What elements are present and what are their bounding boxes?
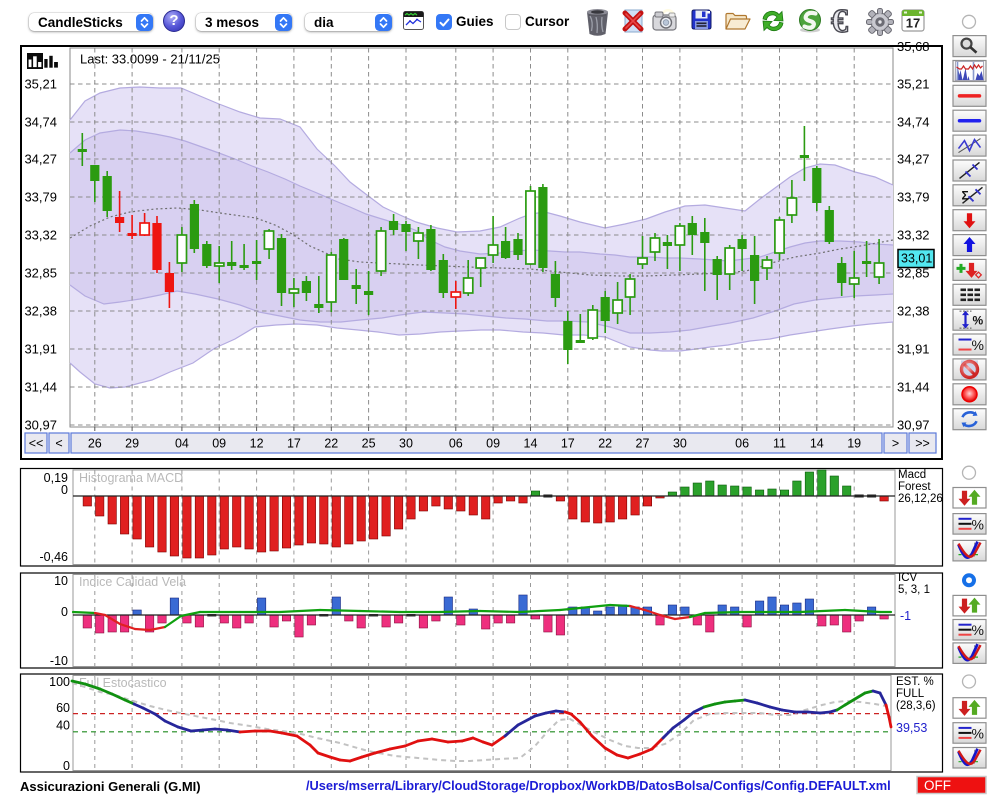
- svg-text:17: 17: [287, 437, 301, 451]
- svg-text:26,12,26: 26,12,26: [898, 493, 943, 505]
- svg-text:Histograma MACD: Histograma MACD: [79, 471, 183, 485]
- svg-text:31,91: 31,91: [897, 342, 930, 357]
- svg-text:31,44: 31,44: [897, 380, 930, 395]
- svg-text:0: 0: [61, 483, 68, 497]
- svg-text:31,44: 31,44: [24, 380, 57, 395]
- svg-text:0: 0: [63, 759, 70, 773]
- svg-text:Last: 33.0099 - 21/11/25: Last: 33.0099 - 21/11/25: [80, 52, 220, 67]
- svg-text:12: 12: [250, 437, 264, 451]
- svg-text:40: 40: [56, 719, 70, 733]
- svg-text:FULL: FULL: [896, 688, 925, 700]
- svg-text:-0,46: -0,46: [40, 550, 69, 564]
- svg-text:Σ: Σ: [962, 188, 969, 202]
- svg-text:35,68: 35,68: [897, 39, 930, 54]
- svg-text:30,97: 30,97: [897, 418, 930, 433]
- svg-text:>: >: [892, 437, 899, 451]
- svg-text:%: %: [972, 516, 984, 532]
- svg-text:32,38: 32,38: [897, 304, 930, 319]
- svg-text:10: 10: [54, 574, 68, 588]
- svg-text:Indice Calidad Vela: Indice Calidad Vela: [79, 575, 186, 589]
- svg-text:<: <: [55, 437, 62, 451]
- svg-text:33,32: 33,32: [897, 228, 930, 243]
- svg-text:39,53: 39,53: [896, 721, 927, 735]
- svg-text:33,01: 33,01: [901, 252, 932, 266]
- svg-text:06: 06: [735, 437, 749, 451]
- svg-text:14: 14: [810, 437, 824, 451]
- svg-text:5, 3, 1: 5, 3, 1: [898, 584, 930, 596]
- svg-text:Macd: Macd: [898, 469, 926, 481]
- svg-text:%: %: [972, 337, 984, 353]
- svg-text:31,91: 31,91: [24, 342, 57, 357]
- svg-text:22: 22: [324, 437, 338, 451]
- svg-text:0: 0: [61, 605, 68, 619]
- svg-text:%: %: [973, 314, 984, 328]
- svg-text:09: 09: [212, 437, 226, 451]
- svg-text:27: 27: [636, 437, 650, 451]
- svg-text:32,85: 32,85: [24, 266, 57, 281]
- svg-text:(28,3,6): (28,3,6): [896, 700, 936, 712]
- svg-text:34,74: 34,74: [24, 115, 57, 130]
- svg-text:OFF: OFF: [924, 778, 951, 793]
- svg-text:09: 09: [486, 437, 500, 451]
- svg-text:25: 25: [362, 437, 376, 451]
- svg-text:30: 30: [399, 437, 413, 451]
- svg-text:<<: <<: [29, 437, 44, 451]
- svg-text:33,79: 33,79: [24, 190, 57, 205]
- svg-text:26: 26: [88, 437, 102, 451]
- svg-text:33,79: 33,79: [897, 190, 930, 205]
- svg-text:ICV: ICV: [898, 572, 918, 584]
- svg-text:30: 30: [673, 437, 687, 451]
- svg-text:60: 60: [56, 701, 70, 715]
- svg-text:17: 17: [561, 437, 575, 451]
- svg-text:06: 06: [449, 437, 463, 451]
- svg-text:Forest: Forest: [898, 481, 931, 493]
- svg-text:17: 17: [906, 16, 920, 31]
- svg-text:34,74: 34,74: [897, 115, 930, 130]
- svg-text:Full Estocastico: Full Estocastico: [79, 676, 167, 690]
- svg-text:-10: -10: [50, 654, 68, 668]
- svg-text:30,97: 30,97: [24, 418, 57, 433]
- svg-text:04: 04: [175, 437, 189, 451]
- svg-text:100: 100: [49, 675, 70, 689]
- svg-text:EST. %: EST. %: [896, 676, 934, 688]
- svg-text:14: 14: [524, 437, 538, 451]
- svg-text:35,21: 35,21: [24, 77, 57, 92]
- svg-text:34,27: 34,27: [24, 152, 57, 167]
- svg-text:%: %: [972, 725, 984, 741]
- svg-text:0,19: 0,19: [44, 471, 68, 485]
- svg-text:>>: >>: [915, 437, 930, 451]
- svg-text:€: €: [831, 6, 848, 38]
- svg-text:29: 29: [125, 437, 139, 451]
- svg-text:32,85: 32,85: [897, 266, 930, 281]
- svg-text:-1: -1: [900, 609, 911, 623]
- svg-text:19: 19: [847, 437, 861, 451]
- svg-text:%: %: [972, 622, 984, 638]
- svg-text:11: 11: [773, 437, 786, 451]
- svg-text:32,38: 32,38: [24, 304, 57, 319]
- svg-text:34,27: 34,27: [897, 152, 930, 167]
- svg-text:33,32: 33,32: [24, 228, 57, 243]
- svg-text:35,21: 35,21: [897, 77, 930, 92]
- svg-text:/Users/mserra/Library/CloudSto: /Users/mserra/Library/CloudStorage/Dropb…: [306, 778, 891, 793]
- svg-text:22: 22: [598, 437, 612, 451]
- svg-text:Assicurazioni Generali (G.MI): Assicurazioni Generali (G.MI): [20, 779, 201, 794]
